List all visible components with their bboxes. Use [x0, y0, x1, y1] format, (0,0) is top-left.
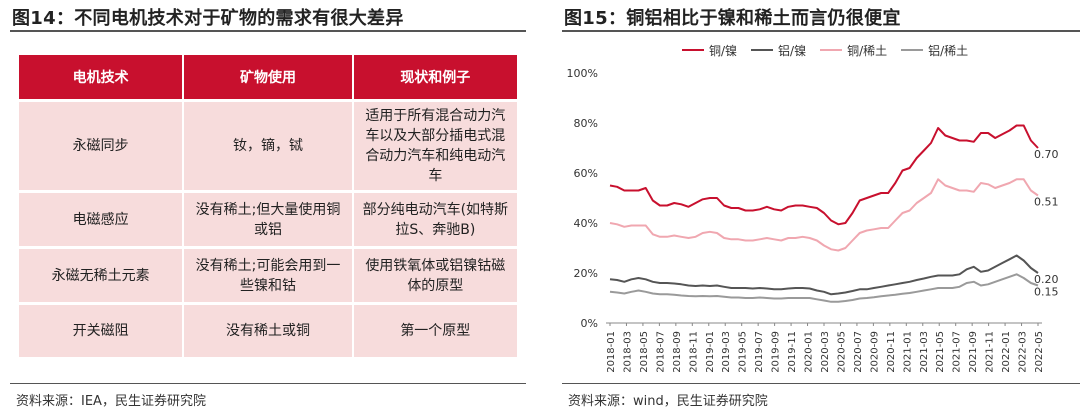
motor-tech-table: 电机技术 矿物使用 现状和例子 永磁同步 钕，镝，铽 适用于所有混合动力汽车以及… — [19, 55, 517, 357]
table-cell: 适用于所有混合动力汽车以及大部分插电式混合动力汽车和纯电动汽车 — [352, 99, 517, 192]
series-line-2 — [609, 178, 1039, 252]
x-tick-label: 2021-11 — [985, 331, 996, 373]
table-row: 永磁无稀土元素 没有稀土;可能会用到一些镍和钴 使用铁氧体或铝镍钴磁体的原型 — [19, 246, 517, 304]
series-end-label: 0.70 — [1034, 148, 1059, 161]
x-tick-label: 2020-03 — [820, 331, 831, 373]
table-row: 电磁感应 没有稀土;但大量使用铜或铝 部分纯电动汽车(如特斯拉S、奔驰B) — [19, 190, 517, 248]
x-tick-label: 2021-09 — [968, 331, 979, 373]
x-tick-label: 2019-09 — [771, 331, 782, 373]
table-cell: 钕，镝，铽 — [183, 99, 354, 192]
y-tick-label: 60% — [574, 167, 598, 180]
series-line-1 — [609, 254, 1039, 296]
x-tick-label: 2020-07 — [853, 331, 864, 373]
x-tick-label: 2021-03 — [919, 331, 930, 373]
x-tick-label: 2018-01 — [606, 331, 617, 373]
x-tick-label: 2021-05 — [935, 331, 946, 373]
x-tick-label: 2018-11 — [688, 331, 699, 373]
table-cell: 没有稀土或铜 — [183, 302, 354, 357]
right-panel: 图15：铜铝相比于镍和稀土而言仍很便宜 铜/镍 铝/镍 铜/稀土 铝/稀土 0% 20%… — [552, 0, 1080, 417]
x-tick-label: 2022-05 — [1034, 331, 1045, 373]
x-tick-label: 2019-07 — [754, 331, 765, 373]
table-cell: 电磁感应 — [19, 190, 185, 248]
x-tick-label: 2020-11 — [886, 331, 897, 373]
x-tick-label: 2021-07 — [952, 331, 963, 373]
table-cell: 开关磁阻 — [19, 302, 185, 357]
legend-item: 铜/稀土 — [820, 42, 887, 59]
series-line-3 — [609, 273, 1039, 303]
legend-swatch — [682, 49, 704, 51]
series-line-0 — [609, 124, 1039, 226]
legend-item: 铝/镍 — [751, 42, 806, 59]
legend-label: 铝/镍 — [778, 43, 807, 58]
figure15-source: 资料来源：wind，民生证券研究院 — [568, 394, 768, 409]
x-tick-label: 2021-01 — [902, 331, 913, 373]
x-tick-label: 2019-03 — [721, 331, 732, 373]
legend-swatch — [820, 49, 843, 51]
series-end-label: 0.15 — [1034, 286, 1059, 299]
price-ratio-line-chart: 0% 20% 40% 60% 80% 100% 2018-01 2018-03 2018-05 2… — [567, 67, 1059, 373]
x-tick-label: 2020-01 — [804, 331, 815, 373]
x-tick-label: 2020-05 — [836, 331, 847, 373]
legend-label: 铜/镍 — [709, 43, 738, 58]
table-cell: 第一个原型 — [352, 302, 517, 357]
header-status-examples: 现状和例子 — [352, 55, 517, 101]
title-rule — [562, 30, 1080, 32]
table-row: 永磁同步 钕，镝，铽 适用于所有混合动力汽车以及大部分插电式混合动力汽车和纯电动… — [19, 99, 517, 192]
y-tick-label: 40% — [574, 217, 598, 230]
series-end-label: 0.51 — [1034, 196, 1059, 209]
legend-label: 铝/稀土 — [928, 43, 969, 58]
x-tick-label: 2019-05 — [738, 331, 749, 373]
table-cell: 部分纯电动汽车(如特斯拉S、奔驰B) — [352, 190, 517, 248]
title-rule — [10, 30, 526, 32]
legend-swatch — [751, 49, 774, 51]
x-tick-label: 2018-03 — [622, 331, 633, 373]
y-tick-label: 0% — [581, 317, 598, 330]
y-tick-label: 100% — [567, 67, 598, 80]
legend-item: 铜/镍 — [682, 42, 737, 59]
x-tick-label: 2018-07 — [655, 331, 666, 373]
table-cell: 没有稀土;可能会用到一些镍和钴 — [183, 246, 354, 304]
figure14-source: 资料来源：IEA，民生证券研究院 — [16, 394, 206, 409]
table-cell: 永磁无稀土元素 — [19, 246, 185, 304]
figure14-title: 图14：不同电机技术对于矿物的需求有很大差异 — [12, 8, 404, 29]
legend-label: 铜/稀土 — [847, 43, 888, 58]
x-tick-label: 2018-05 — [639, 331, 650, 373]
source-rule — [562, 383, 1080, 384]
x-tick-label: 2018-09 — [672, 331, 683, 373]
chart-legend: 铜/镍 铝/镍 铜/稀土 铝/稀土 — [682, 40, 982, 59]
x-tick-label: 2019-01 — [705, 331, 716, 373]
table-row: 开关磁阻 没有稀土或铜 第一个原型 — [19, 302, 517, 357]
table-cell: 永磁同步 — [19, 99, 185, 192]
x-tick-label: 2022-01 — [1001, 331, 1012, 373]
table-cell: 使用铁氧体或铝镍钴磁体的原型 — [352, 246, 517, 304]
figure15-title: 图15：铜铝相比于镍和稀土而言仍很便宜 — [564, 8, 901, 29]
header-mineral-use: 矿物使用 — [183, 55, 354, 101]
y-tick-label: 20% — [574, 267, 598, 280]
legend-swatch — [901, 49, 924, 51]
left-panel: 图14：不同电机技术对于矿物的需求有很大差异 电机技术 矿物使用 现状和例子 永… — [0, 0, 526, 417]
x-tick-label: 2022-03 — [1018, 331, 1029, 373]
y-tick-label: 80% — [574, 117, 598, 130]
source-rule — [10, 383, 526, 384]
table-cell: 没有稀土;但大量使用铜或铝 — [183, 190, 354, 248]
legend-item: 铝/稀土 — [901, 42, 968, 59]
series-end-label: 0.20 — [1034, 273, 1059, 286]
header-motor-tech: 电机技术 — [19, 55, 185, 101]
table-header-row: 电机技术 矿物使用 现状和例子 — [19, 55, 517, 101]
x-tick-label: 2020-09 — [869, 331, 880, 373]
x-tick-label: 2019-11 — [787, 331, 798, 373]
